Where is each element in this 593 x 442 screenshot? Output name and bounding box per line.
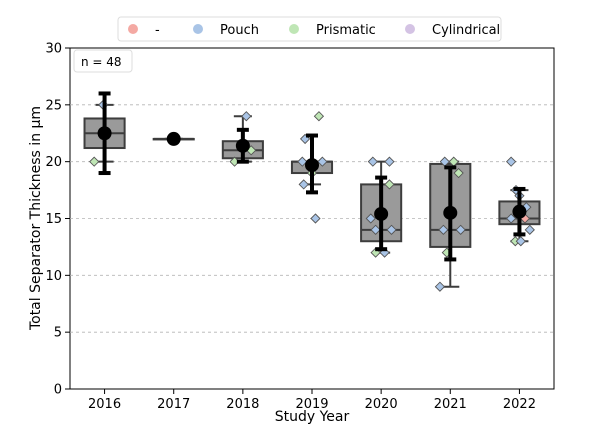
y-tick-label: 5: [54, 326, 62, 341]
mean-marker: [305, 158, 319, 173]
data-point: [298, 179, 309, 190]
data-point: [313, 111, 325, 122]
mean-group: [166, 131, 181, 146]
legend-label: Cylindrical: [432, 23, 500, 38]
data-point: [453, 167, 464, 179]
mean-group: [97, 91, 112, 176]
y-tick-label: 15: [45, 212, 62, 227]
data-point: [310, 213, 321, 224]
x-axis-label: Study Year: [275, 409, 350, 425]
y-tick-label: 20: [45, 155, 62, 170]
mean-marker: [512, 204, 527, 219]
legend-marker: [405, 24, 415, 34]
data-point: [297, 156, 308, 167]
x-tick-label: 2017: [157, 397, 190, 412]
data-point: [384, 179, 395, 190]
x-tick-label: 2018: [226, 397, 259, 412]
mean-marker: [374, 206, 389, 221]
legend-label: Pouch: [220, 23, 259, 38]
mean-group: [512, 186, 527, 237]
y-tick-label: 10: [45, 269, 62, 284]
legend: - Pouch Prismatic Cylindrical: [117, 16, 502, 42]
y-tick-label: 0: [54, 383, 62, 398]
mean-group: [374, 175, 389, 252]
x-tick-label: 2020: [365, 397, 398, 412]
annotation-frame: [73, 49, 133, 73]
legend-label: -: [155, 23, 160, 38]
mean-marker: [97, 126, 112, 141]
x-tick-label: 2022: [503, 397, 536, 412]
data-point: [370, 224, 381, 236]
x-tick-label: 2021: [434, 397, 467, 412]
legend-marker: [128, 24, 138, 34]
mean-layer: [97, 91, 527, 262]
data-point: [386, 224, 397, 236]
legend-marker: [289, 24, 299, 34]
y-tick-label: 30: [45, 42, 62, 57]
data-point: [241, 111, 252, 122]
mean-marker: [166, 131, 181, 146]
annotation-box: n = 48: [73, 49, 133, 73]
data-point: [524, 224, 535, 236]
data-point: [505, 156, 517, 167]
data-point: [384, 156, 395, 167]
mean-marker: [443, 205, 458, 220]
legend-frame: [117, 16, 502, 42]
sample-size-annotation: n = 48: [81, 55, 122, 69]
grid-layer: [70, 104, 554, 333]
legend-label: Prismatic: [316, 23, 376, 38]
data-point: [505, 213, 517, 224]
mean-group: [305, 133, 319, 195]
data-point: [367, 156, 378, 167]
data-point: [89, 156, 100, 167]
data-point: [434, 281, 446, 292]
data-point: [515, 236, 526, 247]
x-tick-label: 2019: [295, 397, 328, 412]
y-tick-label: 25: [45, 98, 62, 113]
data-point: [365, 213, 376, 224]
mean-group: [443, 165, 458, 262]
mean-marker: [235, 138, 250, 153]
mean-group: [235, 127, 250, 164]
axis-layer: 0 5 10 15 20 25 30 2016 2017 2018 2019 2020 2021 2022: [45, 42, 536, 413]
legend-marker: [193, 24, 203, 34]
data-point: [317, 156, 328, 167]
data-point: [438, 224, 449, 236]
x-tick-label: 2016: [88, 397, 121, 412]
y-axis-label: Total Separator Thickness in μm: [28, 106, 44, 331]
data-point: [455, 224, 466, 236]
